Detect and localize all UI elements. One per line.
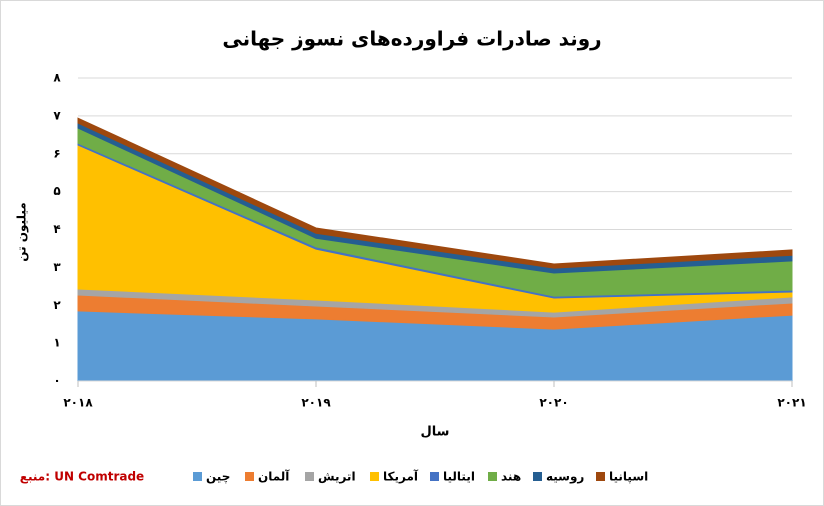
legend-swatch (533, 472, 542, 481)
y-tick-label: ۵ (53, 184, 60, 198)
y-tick-label: ۳ (53, 260, 61, 274)
y-tick-label: ۲ (53, 298, 61, 312)
y-tick-label: ۷ (53, 108, 61, 122)
legend-swatch (245, 472, 254, 481)
legend-swatch (193, 472, 202, 481)
legend-swatch (430, 472, 439, 481)
legend-swatch (596, 472, 605, 481)
y-tick-label: ۱ (53, 336, 60, 350)
legend-swatch (305, 472, 314, 481)
chart-title: روند صادرات فراورده‌های نسوز جهانی (222, 27, 601, 51)
x-tick-label: ۲۰۱۸ (63, 396, 93, 410)
y-tick-label: ۰ (53, 374, 60, 388)
x-tick-label: ۲۰۲۰ (539, 396, 568, 410)
legend-swatch (370, 472, 379, 481)
x-tick-label: ۲۰۲۱ (777, 396, 806, 410)
y-tick-label: ۴ (53, 222, 60, 236)
y-tick-label: ۶ (53, 146, 60, 160)
legend-label: اسپانیا (609, 470, 648, 484)
legend-label: آمریکا (383, 469, 419, 484)
legend-label: چین (206, 470, 230, 484)
source-note: منبع: UN Comtrade (20, 470, 144, 484)
area (77, 117, 793, 269)
x-tick-label: ۲۰۱۹ (301, 396, 331, 410)
legend-label: هند (501, 470, 521, 484)
legend-swatch (488, 472, 497, 481)
y-tick-label: ۸ (53, 71, 61, 85)
legend-label: آلمان (258, 469, 290, 484)
legend-label: ایتالیا (443, 470, 475, 484)
x-axis-title: سال (421, 425, 450, 440)
legend-label: اتریش (318, 470, 356, 484)
y-axis-title: میلیون تن (15, 202, 30, 261)
legend-label: روسیه (546, 470, 584, 485)
